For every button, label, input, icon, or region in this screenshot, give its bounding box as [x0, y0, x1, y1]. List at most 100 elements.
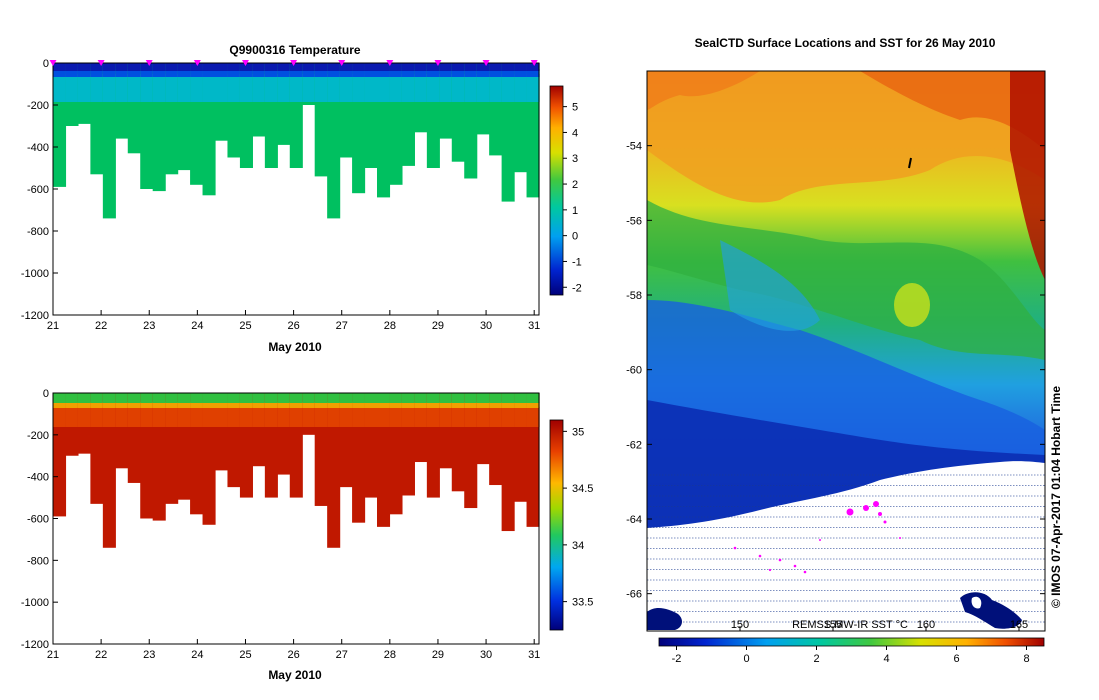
profile-column: [102, 393, 116, 548]
profile-mid-band: [327, 69, 341, 77]
profile-halocline-band: [252, 402, 266, 408]
profile-cool-band: [165, 74, 179, 102]
profile-column: [202, 393, 216, 525]
colorbar-tick-label: 2: [572, 179, 578, 191]
profile-halocline-band: [327, 402, 341, 408]
lat-tick-label: -56: [626, 215, 642, 227]
y-tick-label: -1200: [21, 639, 49, 651]
map-axes: -54 -56 -58 -60 -62 -64 -66 150 155 160 165: [626, 141, 1045, 631]
sst-tick-label: 2: [813, 653, 819, 665]
sst-field: [647, 71, 1045, 631]
x-tick-label: 24: [191, 649, 203, 661]
profile-surface-band: [289, 393, 303, 403]
lat-tick-label: -62: [626, 439, 642, 451]
profile-column: [426, 63, 440, 168]
y-tick-label: -1000: [21, 597, 49, 609]
profile-mid-band: [401, 69, 415, 77]
profile-upper-band: [227, 407, 241, 427]
profile-mid-band: [314, 69, 328, 77]
colorbar-tick-label: 33.5: [572, 597, 593, 609]
seal-position-marker: [908, 157, 912, 169]
profile-surface-band: [389, 393, 403, 403]
lat-tick-label: -60: [626, 365, 642, 377]
profile-column: [190, 393, 204, 515]
colorbar-tick-label: 3: [572, 153, 578, 165]
profile-halocline-band: [177, 402, 191, 408]
profile-halocline-band: [302, 402, 316, 408]
profile-upper-band: [202, 407, 216, 427]
surface-marker: [145, 60, 153, 66]
profile-column: [501, 393, 515, 532]
profile-cool-band: [451, 74, 465, 102]
x-tick-label: 26: [287, 649, 299, 661]
profile-upper-band: [102, 407, 116, 427]
profile-surface-band: [327, 393, 341, 403]
profile-halocline-band: [152, 402, 166, 408]
profile-surface-band: [426, 393, 440, 403]
profile-column: [439, 393, 453, 469]
profile-surface-band: [152, 393, 166, 403]
profile-mid-band: [277, 69, 291, 77]
profile-column: [389, 63, 403, 185]
profile-surface-band: [401, 393, 415, 403]
profile-upper-band: [451, 407, 465, 427]
sst-map-panel: SealCTD Surface Locations and SST for 26…: [626, 36, 1063, 665]
profile-halocline-band: [352, 402, 366, 408]
profile-surface-band: [476, 393, 490, 403]
sst-tick-label: -2: [672, 653, 682, 665]
profile-surface-band: [127, 393, 141, 403]
profile-cool-band: [389, 74, 403, 102]
profile-upper-band: [115, 407, 129, 427]
profile-cool-band: [426, 74, 440, 102]
profile-cool-band: [339, 74, 353, 102]
profile-mid-band: [439, 69, 453, 77]
profile-halocline-band: [314, 402, 328, 408]
profile-cool-band: [352, 74, 366, 102]
profile-column: [476, 63, 490, 135]
profile-halocline-band: [464, 402, 478, 408]
profile-halocline-band: [289, 402, 303, 408]
profile-surface-band: [489, 63, 503, 71]
profile-mid-band: [339, 69, 353, 77]
profile-column: [464, 393, 478, 509]
profile-surface-band: [90, 63, 104, 71]
profile-mid-band: [102, 69, 116, 77]
profile-surface-band: [190, 63, 204, 71]
profile-halocline-band: [202, 402, 216, 408]
y-tick-label: -200: [27, 430, 49, 442]
profile-cool-band: [302, 74, 316, 102]
profile-column: [364, 393, 378, 498]
profile-upper-band: [239, 407, 253, 427]
profile-column: [401, 393, 415, 496]
profile-surface-band: [277, 63, 291, 71]
profile-surface-band: [414, 393, 428, 403]
profile-surface-band: [202, 63, 216, 71]
profile-surface-band: [115, 63, 129, 71]
profile-surface-band: [501, 393, 515, 403]
profile-halocline-band: [102, 402, 116, 408]
profile-surface-band: [90, 393, 104, 403]
profile-deep-band: [102, 393, 116, 548]
profile-upper-band: [389, 407, 403, 427]
profile-upper-band: [177, 407, 191, 427]
profile-mid-band: [115, 69, 129, 77]
profile-surface-band: [215, 63, 229, 71]
profile-column: [327, 393, 341, 548]
temperature-title: Q9900316 Temperature: [229, 43, 361, 57]
profile-cool-band: [314, 74, 328, 102]
profile-column: [314, 63, 328, 177]
profile-upper-band: [476, 407, 490, 427]
temperature-colorbar: [549, 85, 564, 296]
profile-surface-band: [327, 63, 341, 71]
profile-halocline-band: [514, 402, 528, 408]
profile-column: [439, 63, 453, 139]
profile-cool-band: [215, 74, 229, 102]
profile-surface-band: [464, 393, 478, 403]
profile-cool-band: [77, 74, 91, 102]
profile-surface-band: [140, 63, 154, 71]
profile-surface-band: [364, 393, 378, 403]
profile-upper-band: [464, 407, 478, 427]
profile-mid-band: [190, 69, 204, 77]
x-tick-label: 31: [528, 320, 540, 332]
salinity-xlabel: May 2010: [268, 668, 322, 682]
